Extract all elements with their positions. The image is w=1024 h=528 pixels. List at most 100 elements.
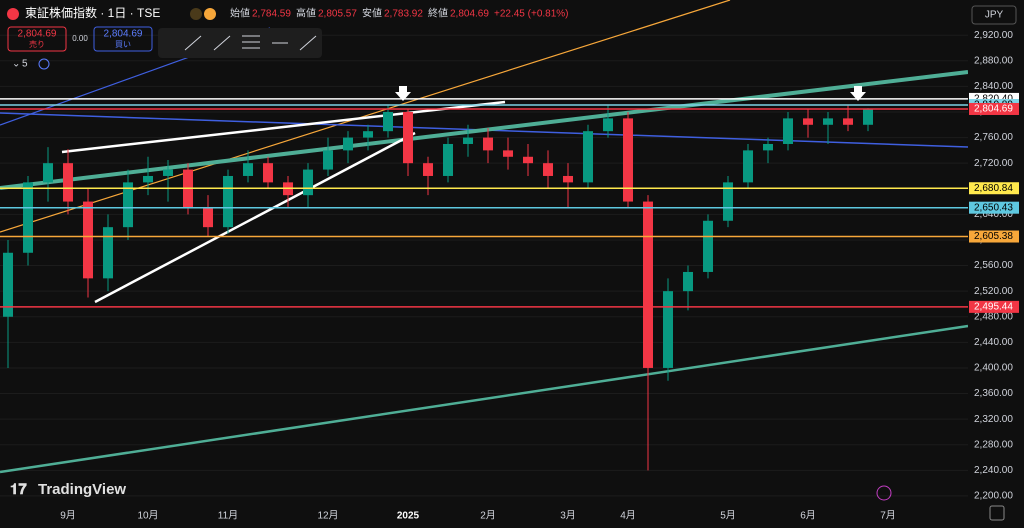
- candle-body: [603, 118, 613, 132]
- candle-body: [123, 182, 133, 228]
- y-tick-label: 2,440.00: [974, 337, 1013, 348]
- x-tick-label: 9月: [60, 510, 76, 522]
- sell-button[interactable]: [7, 26, 67, 52]
- trend-line[interactable]: [0, 70, 969, 190]
- candle-body: [583, 131, 593, 183]
- candle-body: [263, 163, 273, 183]
- candle-body: [683, 271, 693, 292]
- currency[interactable]: JPY: [985, 10, 1004, 21]
- y-tick-label: 2,320.00: [974, 414, 1013, 425]
- x-tick-label: 6月: [800, 510, 816, 522]
- indicator-count[interactable]: 5: [22, 59, 28, 70]
- change: +22.45 (+0.81%): [494, 9, 569, 20]
- symbol-icon: [7, 8, 19, 20]
- level-label: 2,804.69: [974, 104, 1013, 115]
- candle-body: [823, 118, 833, 125]
- buy-price: 2,804.69: [104, 29, 143, 40]
- candle-body: [303, 169, 313, 196]
- candle-body: [423, 163, 433, 176]
- candle-body: [623, 118, 633, 202]
- x-tick-label: 2025: [397, 511, 420, 522]
- candle-body: [443, 143, 453, 176]
- candle-body: [463, 137, 473, 144]
- logo: 𝟏𝟕: [10, 481, 27, 498]
- y-tick-label: 2,200.00: [974, 491, 1013, 502]
- candle-body: [343, 137, 353, 151]
- toolbar-icons: [184, 35, 317, 51]
- level-tag: [969, 182, 1019, 195]
- arrow-marker: [395, 86, 411, 101]
- level-tag: [969, 230, 1019, 243]
- x-tick-label: 5月: [720, 510, 736, 522]
- x-tick-label: 7月: [880, 510, 896, 522]
- candle-body: [483, 137, 493, 151]
- arrow-marker: [850, 86, 866, 101]
- ohlc-value: 2,784.59: [252, 9, 291, 20]
- candle-body: [63, 163, 73, 202]
- trend-line[interactable]: [94, 131, 416, 304]
- ohlc-value: 2,805.57: [318, 9, 357, 20]
- drawing-toolbar: [158, 28, 322, 58]
- candle-body: [663, 291, 673, 368]
- level-tag: [969, 201, 1019, 214]
- y-tick-label: 2,840.00: [974, 81, 1013, 92]
- candle-body: [543, 163, 553, 176]
- level-tag: [969, 300, 1019, 313]
- x-tick-label: 10月: [137, 510, 158, 522]
- ohlc-label: 終値: [428, 7, 448, 20]
- candle-body: [643, 201, 653, 368]
- candle-body: [103, 227, 113, 279]
- y-tick-label: 2,360.00: [974, 388, 1013, 399]
- candle-body: [203, 207, 213, 228]
- y-tick-label: 2,240.00: [974, 465, 1013, 476]
- ohlc-value: 2,783.92: [384, 9, 423, 20]
- y-tick-label: 2,280.00: [974, 439, 1013, 450]
- candle-body: [223, 175, 233, 228]
- status-icon: [190, 8, 202, 20]
- x-tick-label: 12月: [317, 510, 338, 522]
- ohlc-label: 始値: [230, 7, 250, 20]
- candle-body: [163, 169, 173, 176]
- trend-line[interactable]: [0, 0, 731, 233]
- indicator-icon[interactable]: [38, 58, 50, 70]
- candle-body: [243, 163, 253, 176]
- x-tick-label: 11月: [218, 510, 238, 522]
- trend-line[interactable]: [61, 100, 506, 154]
- spread: 0.00: [72, 34, 88, 43]
- y-tick-label: 2,480.00: [974, 311, 1013, 322]
- price-axis: [968, 0, 1024, 528]
- y-tick-label: 2,920.00: [974, 30, 1013, 41]
- tool-icon[interactable]: [184, 35, 317, 51]
- candle-body: [763, 143, 773, 151]
- candle-body: [403, 111, 413, 164]
- candle-body: [83, 201, 93, 279]
- y-tick-label: 2,720.00: [974, 158, 1013, 169]
- buy-label: 買い: [115, 40, 131, 49]
- y-tick-label: 2,880.00: [974, 55, 1013, 66]
- candle-body: [843, 118, 853, 125]
- candle-body: [383, 111, 393, 132]
- sell-label: 売り: [29, 39, 45, 49]
- y-tick-label: 2,400.00: [974, 363, 1013, 374]
- y-tick-label: 2,760.00: [974, 132, 1013, 143]
- candle-body: [743, 150, 753, 183]
- candle-body: [503, 150, 513, 157]
- y-tick-label: 2,560.00: [974, 260, 1013, 271]
- level-label: 2,680.84: [974, 183, 1013, 194]
- candle-body: [323, 150, 333, 170]
- symbol[interactable]: 東証株価指数 · 1日 · TSE: [25, 5, 160, 20]
- candle-body: [143, 175, 153, 183]
- candle-body: [803, 118, 813, 125]
- collapse-icon[interactable]: ⌄: [12, 59, 20, 70]
- alert-icon[interactable]: [876, 485, 892, 501]
- trend-line[interactable]: [0, 324, 969, 474]
- candle-body: [43, 163, 53, 183]
- settings-icon[interactable]: [989, 505, 1005, 521]
- candle-body: [863, 108, 873, 125]
- buy-button[interactable]: [93, 26, 153, 52]
- currency-button[interactable]: [971, 5, 1017, 25]
- candles: [0, 98, 968, 471]
